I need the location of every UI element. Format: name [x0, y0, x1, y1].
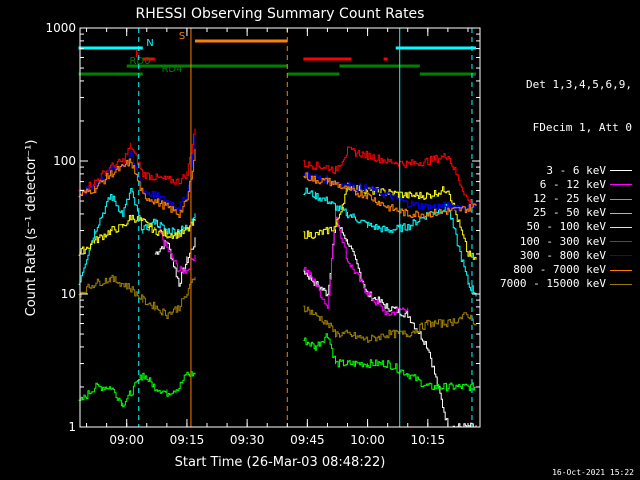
footer-date: 16-Oct-2021 15:22: [552, 468, 634, 477]
x-tick-label: 09:00: [109, 433, 144, 447]
y-tick-label: 100: [53, 154, 76, 168]
annotation-label-rd4: RD4: [161, 64, 182, 75]
legend-label: 50 - 100 keV: [526, 220, 606, 234]
legend-label: 800 - 7000 keV: [513, 263, 606, 277]
legend-swatch: [610, 212, 632, 214]
annotation-label-n: N: [146, 38, 153, 49]
series-line-6-12-kev: [154, 210, 409, 316]
series-line-50-100-kev: [78, 182, 477, 260]
legend-label: 3 - 6 keV: [546, 163, 606, 177]
legend-item-12-25-kev: 12 - 25 keV: [500, 192, 632, 206]
series-line-7000-15000-kev: [78, 274, 477, 343]
legend-swatch: [610, 227, 632, 229]
legend-label: 7000 - 15000 keV: [500, 277, 606, 291]
legend-label: 300 - 800 keV: [519, 248, 606, 262]
series-line-800-7000-kev: [78, 148, 477, 219]
y-tick-label: 1000: [45, 21, 76, 35]
legend-item-300-800-kev: 300 - 800 keV: [500, 249, 632, 263]
plot-frame: [79, 27, 481, 428]
legend-swatch: [610, 241, 632, 243]
legend-swatch: [610, 255, 632, 257]
series-layer: [78, 128, 477, 428]
x-axis-label: Start Time (26-Mar-03 08:48:22): [175, 455, 386, 470]
x-tick-label: 09:45: [290, 433, 325, 447]
annotation-layer: NF S RD0 RD4: [78, 31, 476, 76]
series-line-12-25-kev: [78, 333, 477, 408]
legend-items: 3 - 6 keV 6 - 12 keV 12 - 25 keV 25 - 50 ke…: [500, 164, 632, 292]
x-tick-label: 09:30: [230, 433, 265, 447]
legend-item-25-50-kev: 25 - 50 keV: [500, 206, 632, 220]
annotation-label-s: S: [179, 31, 185, 42]
legend: Det 1,3,4,5,6,9, FDecim 1, Att 0 3 - 6 k…: [500, 50, 632, 306]
legend-item-7000-15000-kev: 7000 - 15000 keV: [500, 277, 632, 291]
legend-swatch: [610, 184, 632, 186]
y-tick-label: 10: [61, 287, 76, 301]
legend-item-6-12-kev: 6 - 12 keV: [500, 178, 632, 192]
y-tick-label: 1: [68, 420, 76, 434]
legend-header-1: Det 1,3,4,5,6,9,: [526, 78, 632, 92]
legend-label: 100 - 300 keV: [519, 234, 606, 248]
y-axis: 1 10 100 1000: [45, 21, 480, 434]
legend-swatch: [610, 269, 632, 271]
x-tick-label: 10:00: [350, 433, 385, 447]
series-line-100-300-kev: [78, 128, 477, 206]
y-axis-label: Count Rate (s⁻¹ detector⁻¹): [24, 140, 39, 317]
legend-label: 12 - 25 keV: [533, 192, 606, 206]
x-tick-label: 09:15: [170, 433, 205, 447]
legend-item-3-6-kev: 3 - 6 keV: [500, 164, 632, 178]
legend-item-100-300-kev: 100 - 300 keV: [500, 235, 632, 249]
legend-item-800-7000-kev: 800 - 7000 keV: [500, 263, 632, 277]
legend-header-2: FDecim 1, Att 0: [532, 121, 632, 135]
chart-title: RHESSI Observing Summary Count Rates: [136, 6, 425, 22]
x-axis: 09:00 09:15 09:30 09:45 10:00 10:15: [86, 28, 469, 447]
legend-label: 6 - 12 keV: [539, 177, 606, 191]
legend-swatch: [610, 198, 632, 200]
legend-label: 25 - 50 keV: [533, 206, 606, 220]
vline-layer: [138, 28, 473, 427]
legend-swatch: [610, 283, 632, 285]
annotation-label-rd0: RD0: [129, 56, 150, 67]
annotation-label-f: F: [135, 49, 141, 60]
legend-swatch: [610, 170, 632, 172]
x-tick-label: 10:15: [411, 433, 446, 447]
legend-item-50-100-kev: 50 - 100 keV: [500, 220, 632, 234]
